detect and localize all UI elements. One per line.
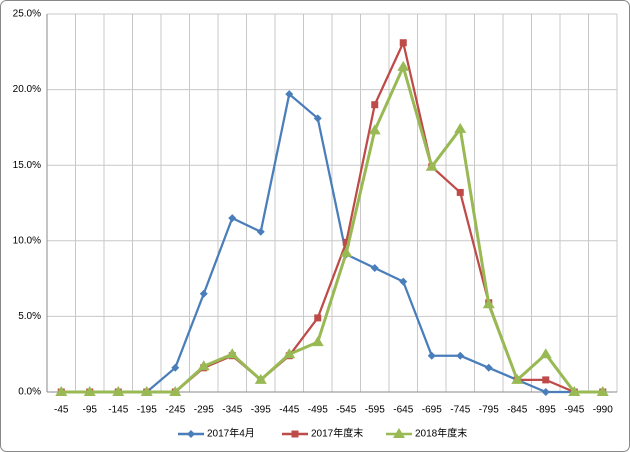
x-tick-label: -445: [279, 405, 299, 416]
marker: [456, 351, 465, 360]
x-tick-label: -45: [54, 405, 69, 416]
marker: [83, 386, 96, 396]
marker: [256, 227, 265, 236]
marker: [454, 122, 467, 133]
legend-label: 2017年4月: [207, 427, 255, 440]
marker: [397, 60, 410, 71]
x-tick-label: -990: [593, 405, 613, 416]
marker: [342, 238, 350, 246]
marker: [371, 101, 379, 109]
x-tick-label: -145: [108, 405, 128, 416]
marker: [228, 214, 237, 223]
x-tick-label: -295: [194, 405, 214, 416]
x-tick-label: -95: [83, 405, 98, 416]
marker: [187, 430, 195, 438]
marker: [285, 90, 294, 99]
marker: [340, 246, 353, 257]
marker: [226, 348, 239, 359]
marker: [399, 39, 407, 47]
marker: [539, 348, 552, 359]
marker: [541, 388, 550, 396]
marker: [368, 124, 381, 135]
x-tick-label: -895: [536, 405, 556, 416]
marker: [425, 160, 438, 171]
y-tick-label: 0.0%: [18, 387, 41, 398]
marker: [199, 289, 208, 298]
legend-label: 2017年度末: [311, 427, 363, 440]
marker: [112, 386, 125, 396]
y-tick-label: 5.0%: [18, 311, 41, 322]
marker: [456, 188, 464, 196]
marker: [427, 351, 436, 360]
marker: [511, 373, 524, 384]
marker: [311, 336, 324, 347]
legend-label: 2018年度末: [415, 427, 467, 440]
x-tick-label: -395: [251, 405, 271, 416]
marker: [171, 363, 180, 372]
x-tick-label: -845: [507, 405, 527, 416]
x-tick-label: -745: [450, 405, 470, 416]
marker: [596, 386, 609, 396]
marker: [197, 360, 210, 371]
x-tick-label: -795: [479, 405, 499, 416]
marker: [254, 373, 267, 384]
marker: [313, 114, 322, 123]
x-tick-label: -945: [564, 405, 584, 416]
x-tick-label: -695: [422, 405, 442, 416]
x-tick-label: -545: [336, 405, 356, 416]
marker: [484, 363, 493, 372]
line: [61, 65, 603, 394]
marker: [55, 386, 68, 396]
y-tick-label: 25.0%: [13, 9, 41, 20]
x-tick-label: -645: [393, 405, 413, 416]
x-tick-label: -495: [308, 405, 328, 416]
x-tick-label: -595: [365, 405, 385, 416]
x-tick-label: -345: [222, 405, 242, 416]
marker: [291, 430, 299, 438]
line: [61, 93, 603, 394]
y-tick-label: 20.0%: [13, 84, 41, 95]
y-tick-label: 15.0%: [13, 160, 41, 171]
marker: [568, 386, 581, 396]
marker: [169, 386, 182, 396]
x-tick-label: -245: [165, 405, 185, 416]
marker: [370, 264, 379, 273]
marker: [393, 428, 405, 438]
x-tick-label: -195: [137, 405, 157, 416]
marker: [542, 376, 550, 384]
y-tick-label: 10.0%: [13, 235, 41, 246]
marker: [314, 314, 322, 322]
marker: [283, 348, 296, 359]
marker: [399, 277, 408, 286]
marker: [140, 386, 153, 396]
marker: [482, 298, 495, 309]
